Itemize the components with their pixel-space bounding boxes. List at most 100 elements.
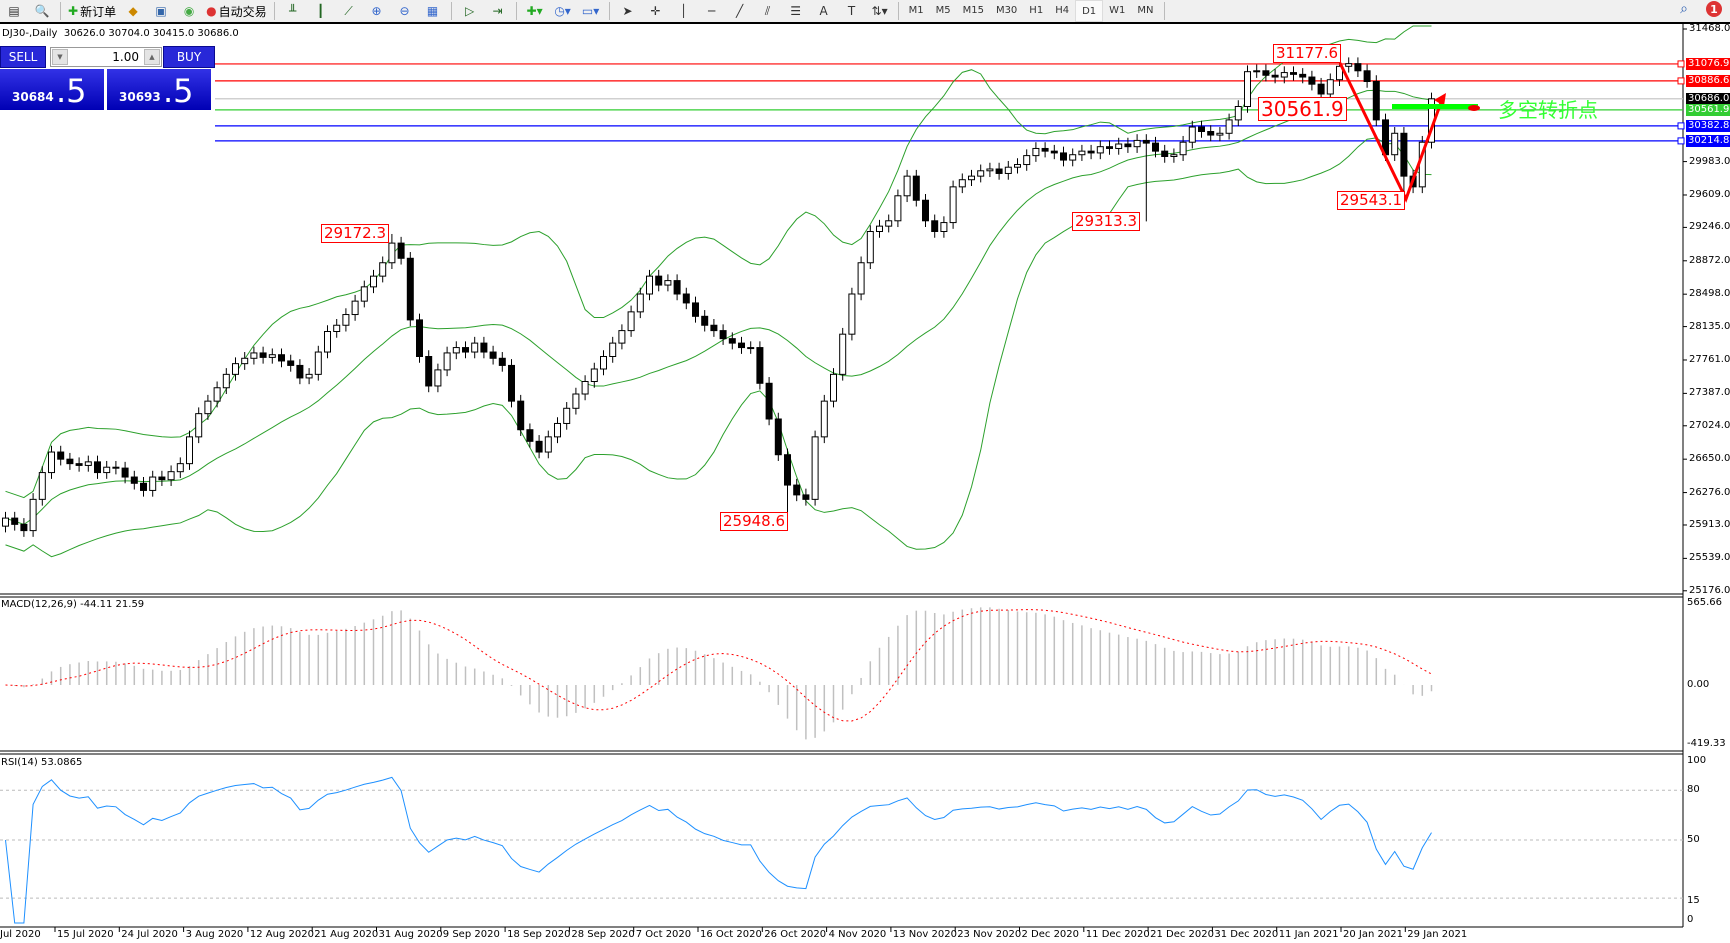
timeframe-m30[interactable]: M30: [995, 4, 1018, 16]
candle-body: [508, 364, 515, 402]
sell-button[interactable]: SELL: [0, 46, 46, 68]
date-axis-label: 18 Sep 2020: [507, 929, 571, 940]
price-axis-label: 28872.0: [1689, 254, 1730, 266]
new-order-button[interactable]: ✚ 新订单: [68, 4, 117, 19]
notification-badge[interactable]: 1: [1706, 1, 1722, 17]
candle-body: [1290, 72, 1297, 75]
candle-body: [103, 466, 111, 474]
candle-body: [324, 331, 331, 353]
candle-body: [1041, 147, 1049, 152]
crosshair-icon[interactable]: ✛: [650, 4, 661, 18]
annotation-high[interactable]: 29172.3: [321, 224, 390, 243]
timeframe-h1[interactable]: H1: [1029, 4, 1044, 16]
timeframe-m1[interactable]: M1: [908, 4, 924, 16]
fibonacci-icon[interactable]: ☰: [790, 4, 801, 18]
candle-body: [526, 429, 534, 442]
date-axis-label: 11 Jan 2021: [1278, 929, 1339, 940]
line-chart-icon[interactable]: ⟋: [344, 3, 353, 18]
lot-decrease-button[interactable]: ▼: [52, 49, 68, 65]
candle-body: [241, 357, 249, 365]
candle-body: [1308, 76, 1316, 85]
candle-body: [1014, 164, 1021, 168]
navigator-icon[interactable]: ▣: [155, 4, 167, 18]
zoom-out-icon[interactable]: ⊖: [399, 4, 410, 18]
timeframe-h4[interactable]: H4: [1055, 4, 1070, 16]
text-label-icon[interactable]: T: [847, 4, 856, 18]
candle-body: [1060, 152, 1067, 161]
candle-body: [268, 354, 276, 358]
trendline-icon[interactable]: ╱: [735, 4, 744, 18]
candle-body: [1179, 141, 1187, 156]
divider: [60, 2, 61, 20]
market-watch-icon[interactable]: ◆: [128, 4, 138, 18]
horizontal-line-icon[interactable]: ─: [707, 4, 716, 18]
timeframe-m5[interactable]: M5: [935, 4, 951, 16]
date-axis-label: 9 Sep 2020: [442, 929, 500, 940]
new-chart-icon[interactable]: ▤: [8, 4, 20, 18]
candle-body: [774, 418, 782, 456]
lot-size-input[interactable]: ▼ 1.00 ▲: [50, 47, 162, 67]
candle-body: [2, 517, 9, 527]
date-axis-label: 3 Aug 2020: [185, 929, 244, 940]
candle-body: [903, 175, 911, 197]
vertical-line-icon[interactable]: │: [679, 4, 688, 18]
timeframe-w1[interactable]: W1: [1109, 4, 1126, 16]
auto-trading-button[interactable]: ● 自动交易: [206, 4, 267, 19]
bar-chart-icon[interactable]: ╨: [288, 4, 297, 18]
signals-icon[interactable]: ◉: [183, 4, 195, 18]
annotation-low[interactable]: 29543.1: [1337, 191, 1406, 210]
text-icon[interactable]: A: [819, 4, 828, 18]
candle-body: [830, 373, 837, 402]
candle-body: [848, 293, 856, 335]
equidistant-channel-icon[interactable]: ⫽: [764, 3, 771, 18]
search-icon[interactable]: ⌕: [1680, 1, 1688, 17]
timeframe-m15[interactable]: M15: [962, 4, 984, 16]
candle-body: [176, 463, 184, 473]
annotation-low[interactable]: 25948.6: [720, 512, 789, 531]
candle-body: [885, 220, 893, 227]
timeframe-mn[interactable]: MN: [1137, 4, 1154, 16]
annotation-turning-point[interactable]: 多空转折点: [1498, 98, 1598, 122]
price-axis-label: 29983.0: [1689, 155, 1730, 167]
sell-price: 30684: [12, 90, 54, 104]
tile-windows-icon[interactable]: ▦: [426, 4, 439, 18]
candle-body: [1216, 132, 1224, 136]
annotation-pivot[interactable]: 30561.9: [1258, 97, 1347, 121]
profiles-icon[interactable]: 🔍: [34, 4, 50, 18]
cursor-icon[interactable]: ➤: [622, 4, 633, 18]
candle-body: [738, 342, 745, 349]
arrows-dropdown-icon[interactable]: ⇅▾: [871, 4, 888, 18]
indicators-dropdown-icon[interactable]: ✚▾: [526, 4, 543, 18]
buy-button[interactable]: BUY: [163, 46, 215, 68]
candle-body: [581, 381, 589, 395]
annotation-low[interactable]: 29313.3: [1072, 212, 1141, 231]
buy-price-button[interactable]: 30693.5: [107, 69, 211, 110]
candle-body: [820, 400, 828, 438]
candle-body: [728, 338, 736, 344]
chart-shift-icon[interactable]: ⇥: [492, 4, 503, 18]
periods-dropdown-icon[interactable]: ◷▾: [554, 4, 571, 18]
annotation-high[interactable]: 31177.6: [1273, 44, 1342, 63]
candle-body: [968, 175, 975, 181]
candle-body: [664, 280, 672, 286]
candle-body: [1299, 73, 1307, 78]
candlestick-icon[interactable]: ┃: [316, 4, 325, 18]
candle-body: [682, 293, 690, 304]
lot-increase-button[interactable]: ▲: [144, 49, 160, 65]
auto-scroll-icon[interactable]: ▷: [464, 4, 475, 18]
templates-dropdown-icon[interactable]: ▭▾: [581, 4, 600, 18]
candle-body: [416, 319, 423, 357]
candle-body: [314, 351, 322, 375]
zoom-in-icon[interactable]: ⊕: [371, 4, 382, 18]
timeframe-d1[interactable]: D1: [1075, 0, 1104, 22]
price-line-label: 30214.8: [1686, 134, 1730, 147]
divider: [450, 2, 452, 20]
date-axis-label: 20 Jan 2021: [1343, 929, 1403, 940]
sell-price-button[interactable]: 30684.5: [0, 69, 104, 110]
candle-body: [1391, 132, 1399, 156]
lot-value: 1.00: [112, 50, 139, 64]
candle-body: [452, 347, 460, 354]
candle-body: [590, 368, 598, 382]
candle-body: [572, 393, 580, 409]
